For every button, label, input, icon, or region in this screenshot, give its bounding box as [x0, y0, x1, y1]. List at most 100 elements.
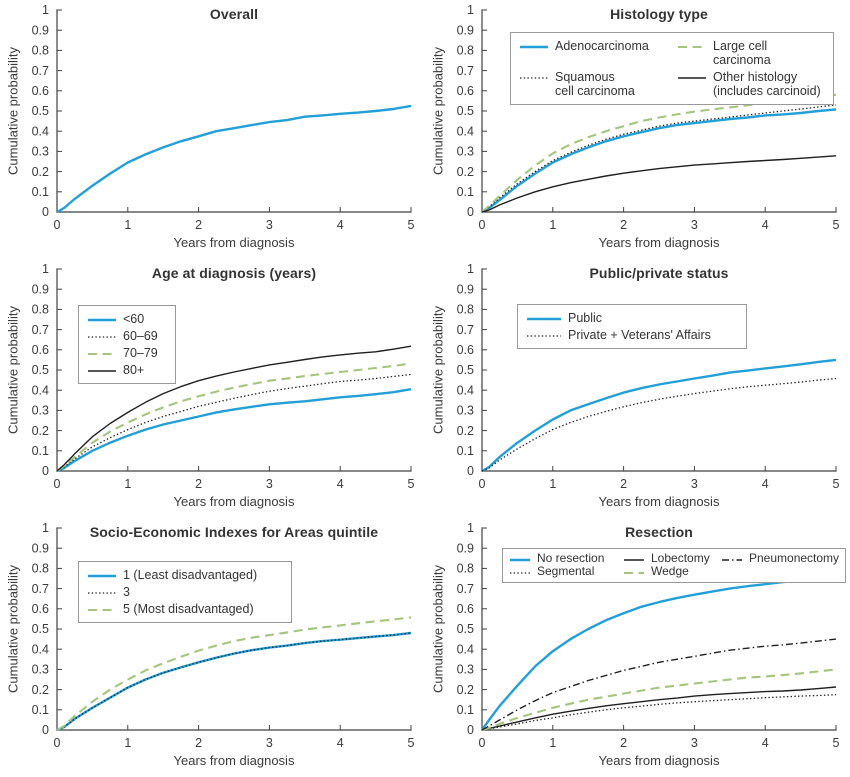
y-tick-label: 0.2 — [32, 683, 49, 697]
y-tick-label: 1 — [42, 3, 49, 17]
chart-title: Age at diagnosis (years) — [151, 265, 317, 281]
plot-area: 0 0.1 0.2 0.3 0.4 0.5 0.6 0.7 0.8 0.9 1 0 1 2 3 4 5 — [457, 521, 840, 750]
chart-panel-seifa-quintile: Cumulative probability Socio-Economic In… — [0, 518, 425, 777]
y-tick-label: 0.9 — [457, 282, 474, 296]
y-tick-label: 0.6 — [32, 343, 49, 357]
legend-label: No resection — [537, 551, 605, 565]
legend-line-swatch — [88, 608, 116, 612]
series-line-3 — [56, 632, 412, 731]
x-tick-label: 0 — [54, 736, 61, 750]
x-tick-label: 5 — [408, 218, 415, 232]
y-tick-label: 0.6 — [32, 84, 49, 98]
legend-label: 3 — [123, 585, 130, 599]
y-tick-label: 0.3 — [457, 145, 474, 159]
y-tick-label: 0.3 — [32, 145, 49, 159]
y-tick-label: 1 — [467, 521, 474, 535]
legend-label: Segmental — [537, 564, 595, 579]
legend-line-swatch — [520, 45, 548, 49]
series-line-lobectomy — [481, 686, 837, 731]
x-tick-label: 2 — [620, 736, 627, 750]
y-tick-label: 0.9 — [32, 23, 49, 37]
legend-label: <60 — [123, 312, 145, 326]
y-tick-label: 0.7 — [457, 582, 474, 596]
x-tick-label: 3 — [266, 736, 273, 750]
legend-item-adenocarcinoma: Adenocarcinoma — [520, 39, 672, 67]
plot-area: 0 0.1 0.2 0.3 0.4 0.5 0.6 0.7 0.8 0.9 1 0 1 2 3 4 5 — [32, 3, 415, 232]
y-tick-label: 0 — [42, 205, 49, 219]
y-tick-label: 0.7 — [32, 64, 49, 78]
legend-item-60-69: 60–69 — [88, 329, 166, 343]
x-tick-label: 1 — [124, 477, 131, 491]
legend-item-private-veterans-affairs: Private + Veterans' Affairs — [527, 328, 737, 342]
legend-box: <60 60–69 70–79 80+ — [78, 305, 176, 384]
chart-panel-resection: Cumulative probability Resection 0 0.1 0.2… — [425, 518, 850, 777]
legend-item-80: 80+ — [88, 363, 166, 377]
y-tick-label: 0.3 — [32, 663, 49, 677]
y-tick-label: 1 — [467, 3, 474, 17]
legend-box: Public Private + Veterans' Affairs — [517, 304, 747, 349]
legend-label: Wedge — [651, 564, 689, 579]
legend-line-swatch — [527, 335, 561, 337]
x-axis-title: Years from diagnosis — [173, 753, 295, 768]
x-axis-title: Years from diagnosis — [173, 235, 295, 250]
y-tick-label: 0.9 — [32, 282, 49, 296]
legend-item-60: <60 — [88, 312, 166, 326]
x-tick-label: 2 — [195, 736, 202, 750]
legend-line-swatch — [722, 559, 742, 561]
chart-panel-public-private-status: Cumulative probability Public/private st… — [425, 259, 850, 518]
y-tick-label: 0.7 — [457, 64, 474, 78]
y-tick-label: 0.4 — [32, 124, 49, 138]
plot-area: 0 0.1 0.2 0.3 0.4 0.5 0.6 0.7 0.8 0.9 1 0 1 2 3 4 5 — [32, 262, 415, 491]
x-tick-label: 4 — [762, 477, 769, 491]
x-tick-label: 5 — [833, 736, 840, 750]
legend-label: Large cell carcinoma — [713, 39, 771, 67]
x-tick-label: 4 — [762, 218, 769, 232]
x-tick-label: 0 — [54, 218, 61, 232]
series-line-no-resection — [481, 576, 837, 731]
x-tick-label: 5 — [833, 218, 840, 232]
legend-line-swatch — [678, 45, 706, 49]
y-tick-label: 0.2 — [457, 683, 474, 697]
x-tick-label: 1 — [124, 736, 131, 750]
x-tick-label: 2 — [195, 218, 202, 232]
y-tick-label: 0.1 — [457, 444, 474, 458]
legend-line-swatch — [88, 336, 116, 338]
y-tick-label: 0.9 — [457, 23, 474, 37]
legend-label: Pneumonectomy — [749, 551, 840, 565]
series-line-wedge — [481, 668, 837, 732]
y-tick-label: 0.9 — [457, 541, 474, 555]
legend-item-1-least-disadvantaged: 1 (Least disadvantaged) — [88, 568, 282, 582]
x-tick-label: 1 — [124, 218, 131, 232]
x-tick-label: 2 — [620, 218, 627, 232]
chart-title: Histology type — [610, 6, 708, 22]
x-tick-label: 4 — [337, 218, 344, 232]
y-tick-label: 0 — [42, 464, 49, 478]
legend-line-swatch — [510, 558, 530, 562]
x-tick-label: 2 — [195, 477, 202, 491]
y-tick-label: 0.4 — [457, 642, 474, 656]
x-tick-label: 3 — [691, 218, 698, 232]
series-line-squamous-cell-carcinoma — [481, 104, 837, 213]
y-tick-label: 0.2 — [32, 165, 49, 179]
legend-label: 5 (Most disadvantaged) — [123, 602, 254, 616]
y-tick-label: 0.1 — [457, 185, 474, 199]
legend-line-swatch — [624, 559, 644, 561]
y-tick-label: 0 — [467, 205, 474, 219]
legend-label: Squamous cell carcinoma — [555, 70, 635, 98]
legend-item-squamous-cell-carcinoma: Squamous cell carcinoma — [520, 70, 672, 98]
legend-label: Private + Veterans' Affairs — [568, 328, 711, 342]
x-tick-label: 5 — [833, 477, 840, 491]
plot-area: 0 0.1 0.2 0.3 0.4 0.5 0.6 0.7 0.8 0.9 1 0 1 2 3 4 5 — [457, 262, 840, 491]
x-tick-label: 3 — [266, 218, 273, 232]
legend-label: Other histology (includes carcinoid) — [713, 70, 821, 98]
series-line-adenocarcinoma — [481, 108, 837, 214]
legend-label: Adenocarcinoma — [555, 39, 649, 53]
x-tick-label: 1 — [549, 218, 556, 232]
y-tick-label: 0.5 — [457, 104, 474, 118]
legend-item-3: 3 — [88, 585, 282, 599]
y-tick-label: 0.2 — [32, 424, 49, 438]
series-line-other-histology-includes-carcinoid — [481, 155, 837, 213]
legend-line-swatch — [88, 574, 116, 578]
chart-panel-overall: Cumulative probability Overall 0 0.1 0.2 0.… — [0, 0, 425, 259]
